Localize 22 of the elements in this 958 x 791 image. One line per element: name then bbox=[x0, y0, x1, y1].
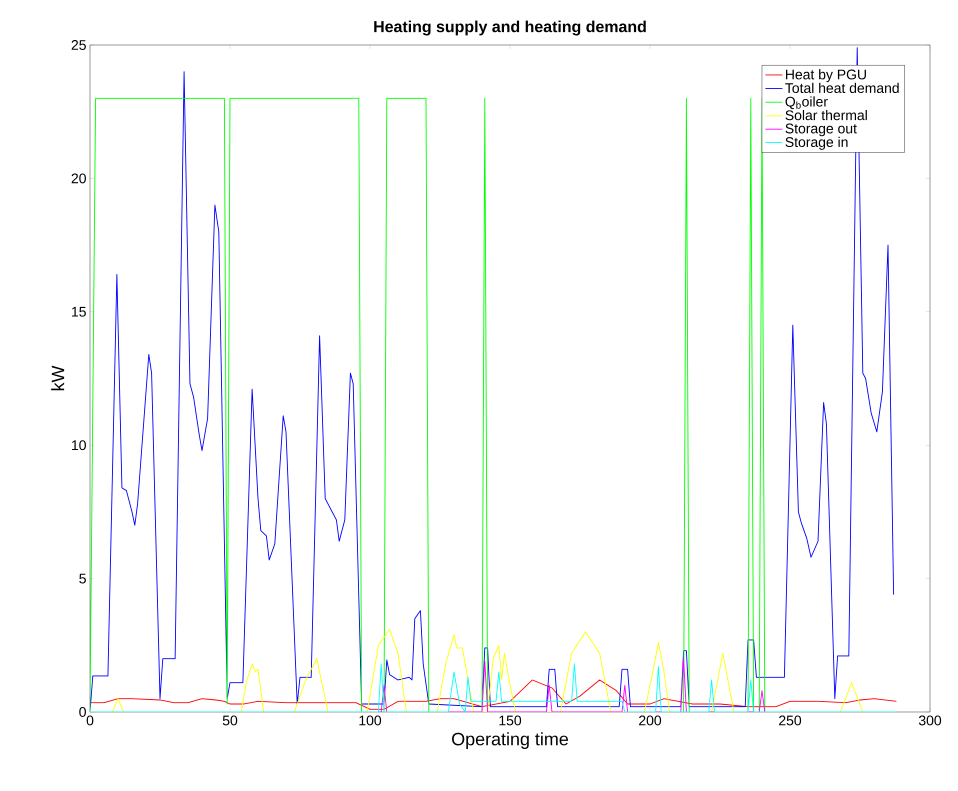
legend-label: Q$_{b}$oiler bbox=[786, 96, 828, 110]
y-tick-label: 15 bbox=[72, 306, 86, 317]
x-tick-label: 150 bbox=[499, 716, 522, 726]
x-tick-label: 250 bbox=[779, 716, 802, 726]
y-tick-label: 10 bbox=[72, 440, 86, 450]
y-tick-label: 25 bbox=[72, 40, 86, 50]
legend-label: Solar thermal bbox=[786, 110, 867, 120]
y-tick-label: 5 bbox=[79, 574, 86, 584]
x-tick-label: 100 bbox=[359, 716, 382, 726]
y-axis-title: kW bbox=[51, 366, 64, 390]
chart-title: Heating supply and heating demand bbox=[374, 20, 646, 36]
legend-label: Heat by PGU bbox=[786, 69, 866, 82]
x-tick-label: 50 bbox=[222, 716, 238, 726]
legend-label: Total heat demand bbox=[785, 82, 899, 94]
legend-label: Storage in bbox=[786, 136, 848, 150]
x-tick-label: 300 bbox=[918, 716, 942, 726]
legend-label: Storage out bbox=[786, 124, 857, 136]
y-tick-label: 0 bbox=[79, 707, 86, 717]
x-axis-title: Operating time bbox=[452, 732, 568, 749]
x-tick-label: 200 bbox=[639, 716, 662, 726]
y-tick-label: 20 bbox=[72, 173, 86, 184]
x-tick-label: 0 bbox=[86, 716, 94, 726]
